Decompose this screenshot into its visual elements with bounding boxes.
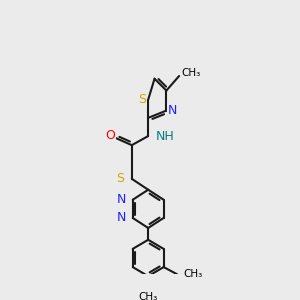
Text: CH₃: CH₃ (182, 68, 201, 78)
Text: CH₃: CH₃ (139, 292, 158, 300)
Text: N: N (117, 212, 126, 224)
Text: S: S (138, 93, 146, 106)
Text: N: N (117, 193, 126, 206)
Text: NH: NH (155, 130, 174, 143)
Text: CH₃: CH₃ (184, 269, 203, 279)
Text: O: O (105, 129, 115, 142)
Text: S: S (116, 172, 124, 185)
Text: N: N (168, 104, 177, 117)
